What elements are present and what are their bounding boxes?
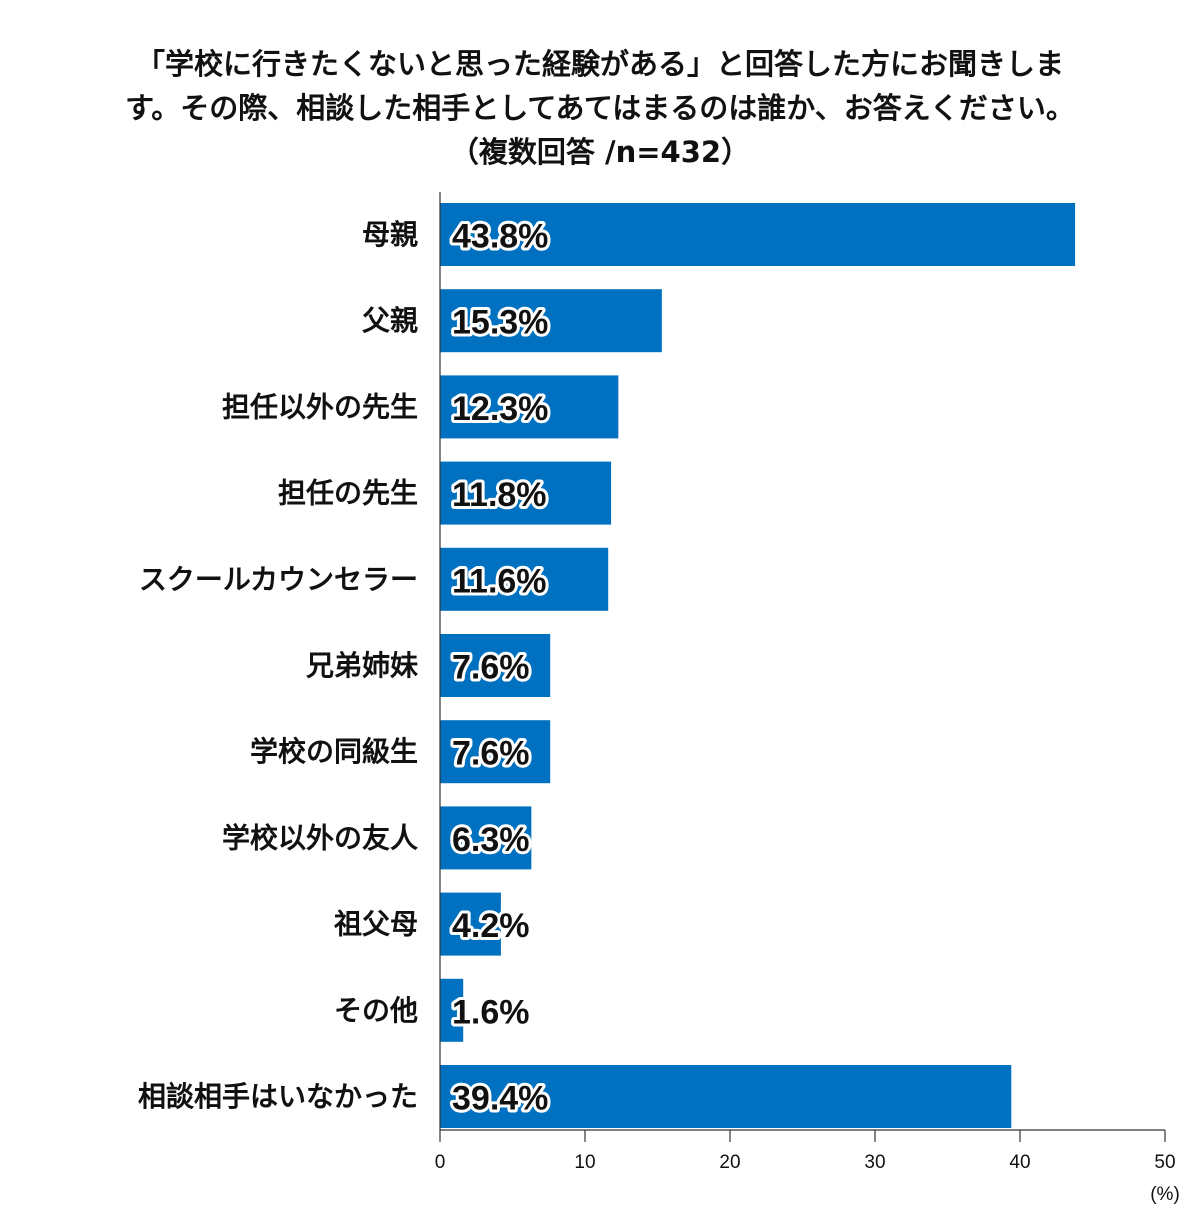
category-label-8: 祖父母 xyxy=(334,908,418,941)
value-label-0: 43.8% xyxy=(452,218,548,256)
title-line-2: す。その際、相談した相手としてあてはまるのは誰か、お答えください。 xyxy=(125,91,1075,125)
chart-title: 「学校に行きたくないと思った経験がある」と回答した方にお聞きしま す。その際、相… xyxy=(60,42,1140,174)
bar-7 xyxy=(440,806,532,870)
category-label-9: その他 xyxy=(334,994,418,1027)
value-label-7: 6.3% xyxy=(452,821,530,859)
category-label-2: 担任以外の先生 xyxy=(222,390,418,423)
labels-layer: 母親 43.8% 父親 15.3% 担任以外の先生 12.3% 担任の先生 11.8% スクール… xyxy=(138,215,551,1121)
bar-9 xyxy=(440,978,464,1042)
value-label-9: 1.6% xyxy=(452,993,530,1031)
category-label-0: 母親 xyxy=(362,218,418,251)
category-label-1: 父親 xyxy=(362,304,418,337)
x-tick-label-3: 30 xyxy=(864,1152,885,1173)
bar-4 xyxy=(440,547,609,611)
value-label-10: 39.4% xyxy=(452,1080,548,1118)
x-tick-label-0: 0 xyxy=(435,1152,446,1173)
x-tick-label-1: 10 xyxy=(574,1152,595,1173)
x-axis: 0 10 20 30 40 50 (%) xyxy=(435,192,1180,1205)
value-label-6: 7.6% xyxy=(452,735,530,773)
bar-2 xyxy=(440,375,619,439)
x-unit-label: (%) xyxy=(1150,1184,1180,1205)
category-label-10: 相談相手はいなかった xyxy=(138,1080,418,1113)
category-label-4: スクールカウンセラー xyxy=(139,563,418,596)
value-label-1: 15.3% xyxy=(452,304,548,342)
bar-0 xyxy=(440,203,1076,266)
value-label-3: 11.8% xyxy=(452,476,547,514)
value-label-8: 4.2% xyxy=(452,907,530,945)
title-line-1: 「学校に行きたくないと思った経験がある」と回答した方にお聞きしま xyxy=(135,47,1064,81)
bar-8 xyxy=(440,892,501,956)
bar-6 xyxy=(440,720,551,784)
bar-1 xyxy=(440,289,662,353)
category-label-5: 兄弟姉妹 xyxy=(306,649,418,682)
title-line-3: （複数回答 /n=432） xyxy=(449,135,751,169)
value-label-5: 7.6% xyxy=(452,649,530,687)
bar-5 xyxy=(440,634,551,697)
category-label-7: 学校以外の友人 xyxy=(222,821,418,854)
x-tick-label-2: 20 xyxy=(719,1152,740,1173)
value-label-2: 12.3% xyxy=(452,390,548,428)
bars-layer xyxy=(440,203,1076,1128)
category-label-6: 学校の同級生 xyxy=(250,735,418,768)
value-label-4: 11.6% xyxy=(452,562,547,600)
category-label-3: 担任の先生 xyxy=(278,477,418,510)
x-tick-label-5: 50 xyxy=(1154,1152,1175,1173)
bar-3 xyxy=(440,461,612,525)
x-tick-label-4: 40 xyxy=(1009,1152,1030,1173)
bar-10 xyxy=(440,1065,1012,1128)
